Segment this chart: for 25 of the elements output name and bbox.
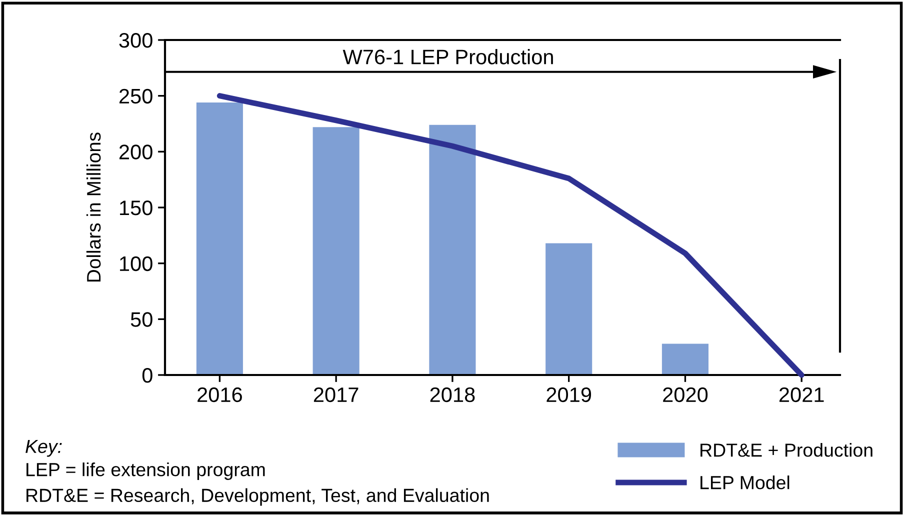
y-tick-label: 250 <box>119 88 152 104</box>
y-axis-title: Dollars in Millions <box>86 132 101 282</box>
legend-label: LEP Model <box>700 475 790 490</box>
y-tick-label: 300 <box>119 33 152 48</box>
y-tick-label: 50 <box>130 312 152 327</box>
text: Key: <box>26 440 62 457</box>
y-tick-label: 150 <box>120 200 152 216</box>
x-tick-label: 2016 <box>198 387 242 402</box>
x-tick-label: 2018 <box>430 387 475 402</box>
y-tick-label: 200 <box>119 144 152 160</box>
x-tick-label: 2021 <box>779 387 824 402</box>
annotation: W76-1 LEP Production <box>342 49 553 64</box>
bar <box>662 344 708 375</box>
x-tick-label: 2017 <box>314 387 358 402</box>
text: LEP = life extension program <box>26 462 265 480</box>
x-tick-label: 2020 <box>663 387 708 402</box>
legend-label: RDT&E + Production <box>700 443 872 457</box>
y-tick-label: 0 <box>142 368 152 383</box>
y-tick-label: 100 <box>120 256 152 272</box>
text: RDT&E = Research, Development, Test, and Evaluation <box>26 488 489 506</box>
bar <box>546 243 592 375</box>
bar <box>312 127 360 375</box>
bar <box>429 124 476 375</box>
bar <box>196 102 243 375</box>
x-tick-label: 2019 <box>546 387 592 402</box>
